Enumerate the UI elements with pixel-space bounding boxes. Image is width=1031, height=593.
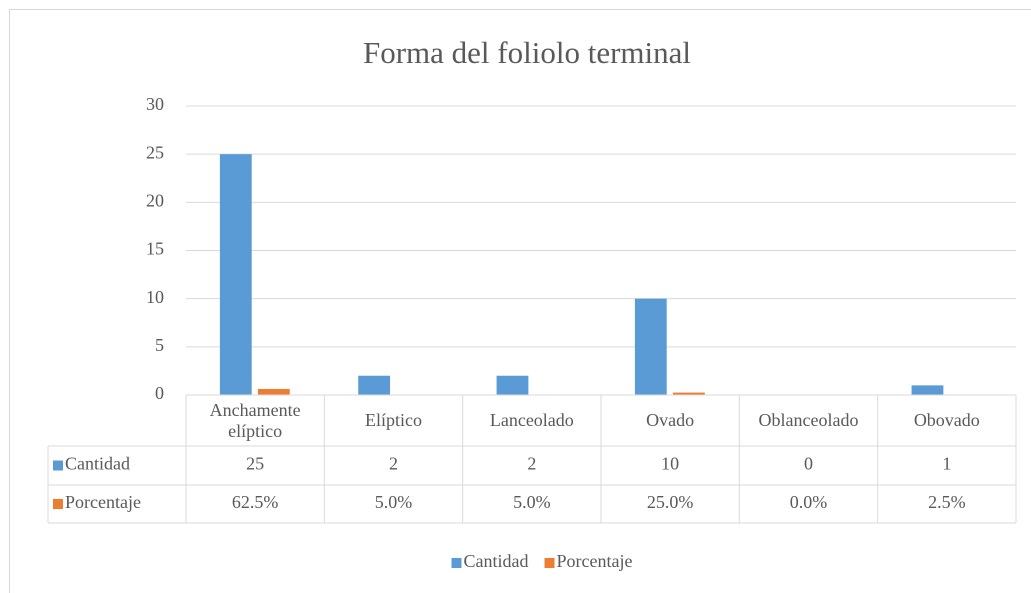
y-tick-label: 30 bbox=[146, 94, 164, 114]
y-tick-label: 25 bbox=[146, 142, 164, 162]
bar bbox=[634, 298, 667, 395]
legend-label: Cantidad bbox=[464, 551, 529, 571]
table-row-label: Cantidad bbox=[65, 454, 130, 474]
y-tick-label: 5 bbox=[155, 335, 164, 355]
y-tick-label: 0 bbox=[155, 383, 164, 403]
x-tick-label: Anchamente elíptico bbox=[209, 399, 301, 441]
bar bbox=[672, 392, 705, 395]
bar bbox=[257, 388, 290, 395]
chart-frame bbox=[9, 9, 1031, 593]
x-tick-label-box: Obovado bbox=[913, 410, 980, 430]
table-cell: 5.0% bbox=[375, 492, 413, 512]
legend-key bbox=[53, 460, 63, 471]
table-cell: 2 bbox=[389, 454, 398, 474]
table-cell: 5.0% bbox=[513, 492, 551, 512]
x-tick-label-box: Anchamente elíptico bbox=[209, 399, 301, 441]
table-row-label: Porcentaje bbox=[65, 492, 141, 512]
chart-title: Forma del foliolo terminal bbox=[363, 35, 691, 70]
y-tick-label: 20 bbox=[146, 190, 164, 210]
bar bbox=[911, 385, 944, 395]
x-tick-label: Elíptico bbox=[364, 410, 422, 430]
x-tick-label: Oblanceolado bbox=[758, 410, 859, 430]
table-cell: 2 bbox=[527, 454, 536, 474]
x-tick-label-box: Elíptico bbox=[364, 410, 422, 430]
legend-key bbox=[544, 558, 555, 568]
y-tick-label: 10 bbox=[146, 287, 164, 307]
bar bbox=[358, 375, 391, 395]
x-tick-label-box: Ovado bbox=[646, 410, 695, 430]
legend-key bbox=[53, 499, 63, 509]
legend: Cantidad Porcentaje bbox=[451, 551, 633, 571]
x-tick-label: Lanceolado bbox=[489, 410, 574, 430]
x-tick-label: Ovado bbox=[646, 410, 695, 430]
x-tick-label-box: Oblanceolado bbox=[758, 410, 859, 430]
table-cell: 0 bbox=[804, 454, 813, 474]
y-tick-label: 15 bbox=[146, 239, 164, 259]
table-cell: 10 bbox=[661, 454, 679, 474]
x-tick-label-box: Lanceolado bbox=[489, 410, 574, 430]
x-tick-label: Obovado bbox=[913, 410, 980, 430]
legend-label: Porcentaje bbox=[557, 551, 633, 571]
table-cell: 0.0% bbox=[790, 492, 828, 512]
bar bbox=[496, 375, 529, 395]
legend-key bbox=[451, 558, 462, 568]
bar bbox=[219, 154, 252, 395]
table-cell: 2.5% bbox=[928, 492, 966, 512]
table-cell: 25.0% bbox=[647, 492, 694, 512]
table-cell: 25 bbox=[246, 454, 264, 474]
table-cell: 1 bbox=[942, 454, 951, 474]
table-cell: 62.5% bbox=[232, 492, 279, 512]
